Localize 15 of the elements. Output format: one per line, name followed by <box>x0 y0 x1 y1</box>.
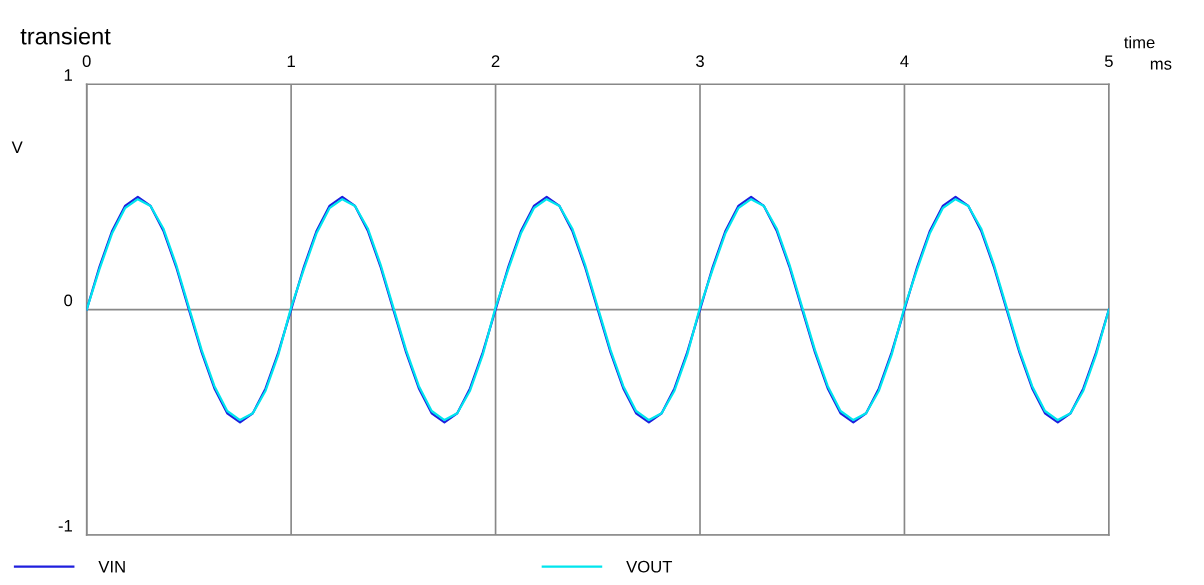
x-tick-label: 4 <box>900 55 909 67</box>
legend-label: VIN <box>98 560 125 573</box>
x-axis-title: time <box>1124 36 1155 49</box>
chart-title: transient <box>20 27 111 45</box>
legend-label: VOUT <box>626 560 673 573</box>
text: ms <box>1150 60 1172 70</box>
x-tick-label: 5 <box>1104 55 1113 68</box>
y-axis-title: V <box>11 141 23 153</box>
x-tick-label: 1 <box>287 55 295 67</box>
y-tick-label: 0 <box>64 294 73 307</box>
y-tick-label: -1 <box>58 520 72 532</box>
x-tick-label: 3 <box>696 55 704 68</box>
x-tick-label: 0 <box>82 55 91 68</box>
x-tick-label: 2 <box>491 55 500 67</box>
y-tick-label: 1 <box>64 69 72 81</box>
